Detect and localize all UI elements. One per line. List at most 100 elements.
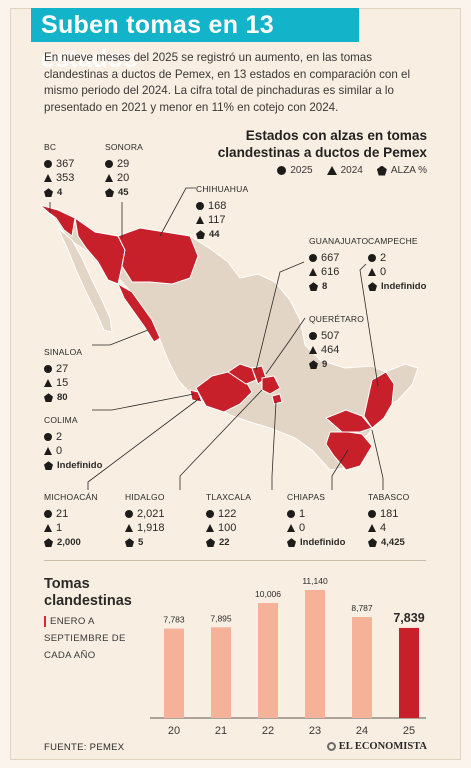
- value-2024: 20: [105, 171, 143, 186]
- state-name: TLAXCALA: [206, 492, 252, 502]
- state-name: CHIHUAHUA: [196, 184, 249, 194]
- value-alza: 80: [44, 391, 82, 406]
- value-alza: 45: [105, 186, 143, 201]
- value-2024: 1,918: [125, 521, 165, 536]
- value-alza: 22: [206, 536, 251, 551]
- map-chihuahua: [117, 227, 199, 285]
- dot-icon: [309, 253, 317, 262]
- intro-paragraph: En nueve meses del 2025 se registró un a…: [44, 51, 411, 114]
- triangle-icon: [206, 524, 214, 533]
- map-chiapas: [325, 431, 373, 471]
- dot-icon: [105, 159, 113, 168]
- pentagon-icon: [309, 360, 318, 370]
- pentagon-icon: [105, 188, 114, 198]
- leader-hidalgo: [179, 389, 263, 490]
- pentagon-icon: [125, 538, 134, 548]
- state-name: SONORA: [105, 142, 144, 152]
- value-2024: 100: [206, 521, 251, 536]
- bar-chart-subtitle-text: ENERO A SEPTIEMBRE DE CADA AÑO: [44, 616, 126, 661]
- state-name: CHIAPAS: [287, 492, 326, 502]
- pentagon-icon: [44, 188, 53, 198]
- section-divider: [44, 560, 426, 561]
- triangle-icon: [368, 524, 376, 533]
- pentagon-icon: [376, 165, 387, 176]
- triangle-icon: [125, 524, 133, 533]
- state-name: COLIMA: [44, 415, 78, 425]
- state-callout-hidalgo: HIDALGO 2,021 1,918 5: [125, 490, 165, 550]
- dot-icon: [277, 166, 287, 175]
- dot-icon: [44, 509, 52, 518]
- pentagon-icon: [44, 538, 53, 548]
- pentagon-icon: [287, 538, 296, 548]
- value-2025: 2: [368, 251, 426, 266]
- state-callout-sonora: SONORA 29 20 45: [105, 140, 143, 200]
- map-title: Estados con alzas en tomas clandestinas …: [217, 128, 427, 160]
- leader-sinaloa: [92, 329, 149, 346]
- legend-alza: ALZA %: [376, 165, 427, 176]
- triangle-icon: [44, 174, 52, 183]
- leader-tlaxcala: [271, 401, 277, 490]
- state-name: TABASCO: [368, 492, 410, 502]
- pentagon-icon: [44, 393, 53, 403]
- triangle-icon: [309, 346, 317, 355]
- brand-icon: [326, 742, 336, 751]
- value-2024: 0: [287, 521, 345, 536]
- value-2024: 0: [368, 265, 426, 280]
- value-2025: 367: [44, 157, 74, 172]
- bar-chart-title: Tomas clandestinas: [44, 576, 132, 609]
- state-name: GUANAJUATO: [309, 236, 369, 246]
- state-callout-sinaloa: SINALOA 27 15 80: [44, 345, 82, 405]
- leader-campeche: [359, 263, 379, 387]
- value-2025: 667: [309, 251, 368, 266]
- map-bcs: [57, 227, 113, 333]
- state-callout-queretaro: QUERÉTARO 507 464 9: [309, 312, 364, 372]
- legend-2025-label: 2025: [290, 165, 313, 176]
- pentagon-icon: [44, 461, 53, 471]
- value-alza: 2,000: [44, 536, 98, 551]
- brand-name: EL ECONOMISTA: [338, 741, 427, 752]
- leader-tabasco: [371, 429, 384, 490]
- value-2025: 507: [309, 329, 364, 344]
- dot-icon: [309, 331, 317, 340]
- dot-icon: [44, 432, 52, 441]
- map-legend: 2025 2024 ALZA %: [269, 165, 427, 176]
- state-callout-tlaxcala: TLAXCALA 122 100 22: [206, 490, 251, 550]
- state-callout-campeche: CAMPECHE 2 0 Indefinido: [368, 234, 426, 294]
- triangle-icon: [326, 166, 337, 175]
- value-2025: 122: [206, 507, 251, 522]
- legend-2024-label: 2024: [340, 165, 363, 176]
- dot-icon: [44, 159, 52, 168]
- value-2025: 2: [44, 430, 102, 445]
- triangle-icon: [287, 524, 295, 533]
- dot-icon: [206, 509, 214, 518]
- state-name: MICHOACÁN: [44, 492, 98, 502]
- dot-icon: [44, 364, 52, 373]
- triangle-icon: [44, 447, 52, 456]
- value-2024: 117: [196, 213, 248, 228]
- value-alza: 9: [309, 358, 364, 373]
- leader-chiapas: [331, 449, 349, 490]
- triangle-icon: [105, 174, 113, 183]
- bar-chart-subtitle: ENERO A SEPTIEMBRE DE CADA AÑO: [44, 613, 130, 664]
- state-callout-tabasco: TABASCO 181 4 4,425: [368, 490, 409, 550]
- legend-alza-label: ALZA %: [390, 165, 427, 176]
- leader-colima: [92, 393, 195, 411]
- pentagon-icon: [309, 282, 318, 292]
- legend-2024: 2024: [326, 165, 363, 176]
- map-bc: [39, 204, 76, 237]
- dot-icon: [287, 509, 295, 518]
- map-hidalgo: [261, 375, 281, 395]
- dot-icon: [196, 201, 204, 210]
- map-sinaloa: [117, 283, 161, 343]
- page-title: Suben tomas en 13 estados: [31, 8, 359, 73]
- leader-queretaro: [265, 317, 306, 375]
- dot-icon: [125, 509, 133, 518]
- dot-icon: [368, 509, 376, 518]
- state-name: SINALOA: [44, 347, 83, 357]
- triangle-icon: [44, 379, 52, 388]
- state-name: QUERÉTARO: [309, 314, 365, 324]
- value-2024: 464: [309, 343, 364, 358]
- value-alza: 8: [309, 280, 368, 295]
- triangle-icon: [196, 216, 204, 225]
